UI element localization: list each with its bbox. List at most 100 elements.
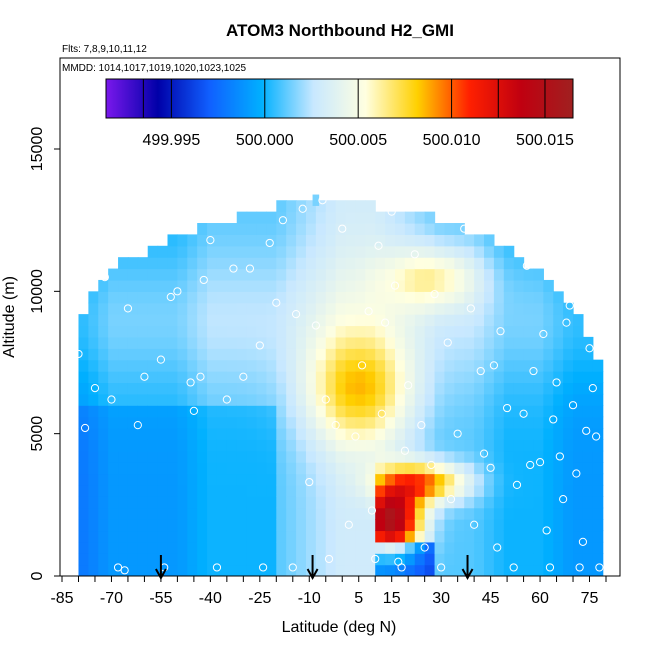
- heat-cell: [414, 519, 426, 532]
- heat-cell: [286, 553, 297, 566]
- observation-point: [298, 204, 307, 213]
- heat-cell: [78, 450, 89, 463]
- heat-cell: [454, 393, 465, 406]
- heat-cell: [335, 382, 347, 395]
- heat-cell: [464, 519, 475, 532]
- heat-cell: [345, 439, 357, 452]
- heat-cell: [167, 359, 178, 372]
- heat-cell: [78, 405, 89, 418]
- heat-cell: [582, 462, 594, 475]
- heat-cell: [216, 234, 228, 247]
- heat-cell: [464, 279, 475, 292]
- heat-cell: [533, 450, 544, 463]
- heat-cell: [246, 382, 258, 395]
- heat-cell: [355, 473, 366, 486]
- heat-cell: [503, 382, 515, 395]
- heat-cell: [207, 553, 218, 566]
- heat-cell: [523, 564, 535, 576]
- heat-cell: [394, 211, 406, 224]
- heat-cell: [98, 530, 109, 543]
- heat-cell: [137, 496, 149, 509]
- heat-cell: [513, 416, 525, 429]
- heat-cell: [533, 291, 544, 304]
- heat-cell: [335, 211, 347, 224]
- heat-cell: [226, 541, 238, 554]
- observation-point: [522, 261, 531, 270]
- heat-cell: [424, 211, 436, 224]
- heat-cell: [355, 439, 366, 452]
- heat-cell: [355, 450, 366, 463]
- heat-cell: [305, 462, 317, 475]
- heat-cell: [493, 348, 505, 361]
- heat-cell: [474, 462, 485, 475]
- observation-point: [509, 563, 518, 572]
- heat-cell: [493, 245, 505, 258]
- heat-cell: [325, 507, 337, 520]
- observation-point: [156, 355, 166, 364]
- heat-cell: [305, 553, 317, 566]
- heat-cell: [98, 450, 109, 463]
- observation-point: [100, 273, 109, 282]
- observation-point: [535, 458, 545, 467]
- heat-cell: [493, 371, 505, 384]
- heat-cell: [157, 382, 169, 395]
- heat-cell: [207, 245, 218, 258]
- heat-cell: [404, 291, 416, 304]
- heat-cell: [147, 462, 159, 475]
- heat-cell: [375, 439, 386, 452]
- heat-cell: [127, 484, 139, 497]
- heat-cell: [394, 541, 406, 554]
- dates-note: MMDD: 1014,1017,1019,1020,1023,1025: [62, 63, 246, 74]
- heat-cell: [236, 268, 248, 281]
- heat-cell: [177, 553, 188, 566]
- heat-cell: [474, 507, 485, 520]
- observation-point: [387, 207, 396, 216]
- heat-cell: [157, 530, 169, 543]
- heat-cell: [157, 314, 169, 327]
- heat-cell: [414, 507, 426, 520]
- heat-cell: [394, 564, 406, 576]
- colorbar-tick-label: 500.015: [516, 132, 574, 149]
- heat-cell: [256, 314, 268, 327]
- heat-cell: [563, 348, 574, 361]
- heat-cell: [335, 223, 347, 235]
- heat-cell: [503, 427, 515, 440]
- heat-cell: [246, 314, 258, 327]
- heat-cell: [78, 541, 89, 554]
- heat-cell: [404, 325, 416, 338]
- heat-cell: [246, 336, 258, 349]
- heat-cell: [256, 439, 268, 452]
- heat-cell: [474, 553, 485, 566]
- heat-cell: [108, 268, 119, 281]
- heat-cell: [147, 530, 159, 543]
- heat-cell: [464, 484, 475, 497]
- heat-cell: [177, 496, 188, 509]
- y-axis-label: Altitude (m): [1, 276, 18, 358]
- heat-cell: [424, 325, 436, 338]
- heat-cell: [444, 427, 455, 440]
- heat-cell: [88, 302, 99, 315]
- heat-cell: [385, 507, 396, 520]
- observation-point: [278, 216, 287, 225]
- heat-cell: [226, 405, 238, 418]
- heat-cell: [582, 359, 594, 372]
- heat-cell: [434, 393, 446, 406]
- heat-cell: [216, 279, 228, 292]
- heat-cell: [118, 427, 129, 440]
- heat-cell: [365, 439, 376, 452]
- heat-cell: [484, 314, 495, 327]
- heat-cell: [315, 405, 327, 418]
- heat-cell: [118, 416, 129, 429]
- heat-cell: [513, 348, 525, 361]
- heat-cell: [345, 336, 357, 349]
- heat-cell: [385, 553, 396, 566]
- heat-cell: [444, 439, 455, 452]
- heat-cell: [305, 416, 317, 429]
- heat-cell: [226, 348, 238, 361]
- heat-cell: [375, 291, 386, 304]
- heat-cell: [404, 564, 416, 576]
- heat-cell: [394, 519, 406, 532]
- heat-cell: [533, 382, 544, 395]
- observation-point: [417, 421, 426, 430]
- heat-cell: [167, 507, 178, 520]
